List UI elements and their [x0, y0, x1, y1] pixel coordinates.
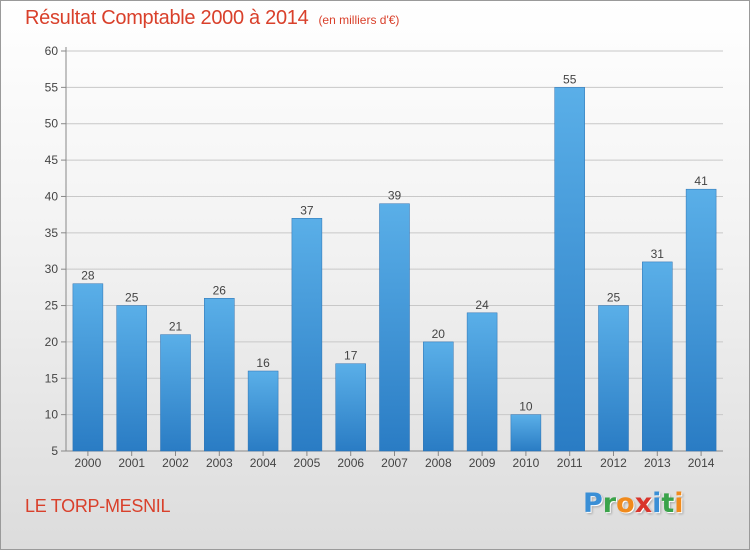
- logo-letter: r: [602, 488, 617, 519]
- logo-letter: x: [634, 488, 653, 519]
- bar-2005: [291, 218, 323, 452]
- logo-letter: i: [652, 488, 662, 519]
- x-tick-label-2003: 2003: [206, 456, 233, 470]
- bar-2010: [510, 414, 542, 452]
- x-tick-label-2009: 2009: [469, 456, 496, 470]
- x-tick-label-2008: 2008: [425, 456, 452, 470]
- bar-2007: [379, 203, 410, 452]
- y-tick-label: 15: [45, 371, 59, 385]
- logo-letter: P: [583, 488, 603, 519]
- y-tick-label: 40: [45, 189, 59, 203]
- x-tick-label-2007: 2007: [381, 456, 408, 470]
- bar-2011: [554, 87, 585, 452]
- commune-name: LE TORP-MESNIL: [25, 496, 171, 516]
- y-tick-label: 25: [45, 299, 59, 313]
- title-area: Résultat Comptable 2000 à 2014 (en millie…: [25, 7, 399, 30]
- y-tick-label: 60: [45, 44, 59, 58]
- chart-title: Résultat Comptable 2000 à 2014: [25, 7, 309, 29]
- value-label-2011: 55: [563, 72, 577, 86]
- bar-2004: [247, 370, 279, 452]
- value-label-2005: 37: [300, 203, 314, 217]
- bar-2001: [116, 305, 147, 452]
- x-tick-label-2004: 2004: [250, 456, 277, 470]
- x-tick-label-2012: 2012: [600, 456, 627, 470]
- value-label-2002: 21: [169, 320, 183, 334]
- y-tick-label: 20: [45, 335, 59, 349]
- value-label-2003: 26: [213, 283, 227, 297]
- bar-2000: [72, 283, 104, 452]
- x-tick-label-2000: 2000: [75, 456, 102, 470]
- value-label-2010: 10: [519, 400, 533, 414]
- x-tick-label-2001: 2001: [118, 456, 145, 470]
- value-label-2013: 31: [651, 247, 665, 261]
- bar-2012: [598, 305, 629, 452]
- x-tick-label-2002: 2002: [162, 456, 189, 470]
- logo-letter: i: [674, 488, 684, 519]
- bar-2014: [685, 188, 717, 452]
- bar-2006: [335, 363, 366, 452]
- value-label-2001: 25: [125, 291, 139, 305]
- proxiti-logo: Proxiti: [583, 488, 684, 519]
- x-tick-label-2013: 2013: [644, 456, 671, 470]
- value-label-2012: 25: [607, 291, 621, 305]
- bar-2009: [466, 312, 498, 452]
- chart-subtitle: (en milliers d'€): [318, 13, 400, 27]
- value-label-2008: 20: [432, 327, 446, 341]
- y-tick-label: 50: [45, 117, 59, 131]
- y-tick-label: 55: [45, 80, 59, 94]
- y-tick-label: 10: [45, 408, 59, 422]
- logo-letter: o: [616, 488, 635, 519]
- x-tick-label-2005: 2005: [294, 456, 321, 470]
- bar-2013: [642, 261, 673, 452]
- value-label-2009: 24: [475, 298, 489, 312]
- bar-2008: [423, 341, 454, 452]
- y-tick-label: 45: [45, 153, 59, 167]
- x-tick-label-2014: 2014: [688, 456, 715, 470]
- x-tick-label-2011: 2011: [557, 456, 583, 470]
- value-label-2007: 39: [388, 189, 402, 203]
- value-label-2006: 17: [344, 349, 358, 363]
- value-label-2014: 41: [694, 174, 708, 188]
- y-tick-label: 5: [51, 444, 58, 458]
- y-tick-label: 35: [45, 226, 59, 240]
- labels: 5 10 15 20 25 30 35 40 45 50 55 60 28 2000 25 2001 21 200…: [45, 44, 715, 470]
- value-label-2004: 16: [256, 356, 270, 370]
- logo-letter: t: [661, 488, 675, 519]
- bar-2003: [204, 298, 235, 452]
- bar-2002: [160, 334, 191, 452]
- value-label-2000: 28: [81, 269, 95, 283]
- y-tick-label: 30: [45, 262, 59, 276]
- x-tick-label-2010: 2010: [513, 456, 540, 470]
- bars: [72, 87, 717, 452]
- x-tick-label-2006: 2006: [337, 456, 364, 470]
